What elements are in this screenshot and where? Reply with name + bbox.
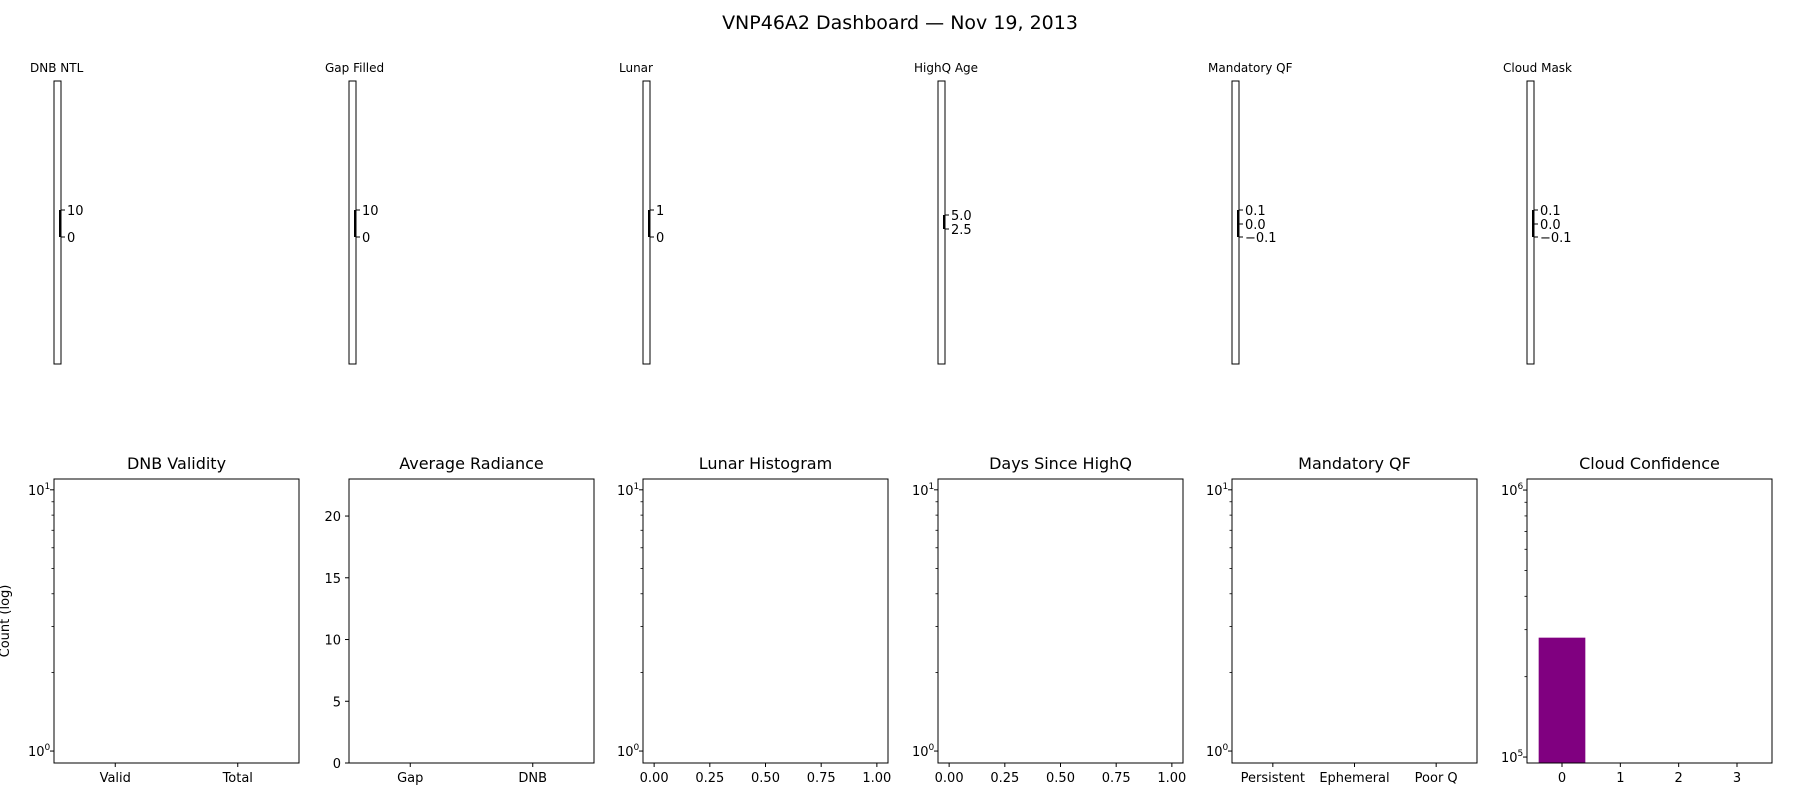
colorbar-tick-label: −0.1 bbox=[1245, 231, 1277, 246]
x-tick-label: 0.50 bbox=[1046, 771, 1075, 786]
plot-frame-3 bbox=[642, 478, 889, 764]
x-tick-label: 0.50 bbox=[751, 771, 780, 786]
y-tick-label: 101 bbox=[1206, 482, 1228, 499]
chart-title-6: Cloud Confidence bbox=[1579, 454, 1720, 473]
plot-frame-6 bbox=[1526, 478, 1773, 764]
chart-title-3: Lunar Histogram bbox=[699, 454, 832, 473]
chart-title-2: Average Radiance bbox=[399, 454, 544, 473]
y-tick-label: 100 bbox=[1206, 743, 1229, 760]
page-title: VNP46A2 Dashboard — Nov 19, 2013 bbox=[722, 12, 1078, 34]
x-tick-label: Gap bbox=[397, 771, 423, 786]
colorbar-tick-label: 2.5 bbox=[951, 223, 972, 238]
x-tick-label: 0.25 bbox=[990, 771, 1019, 786]
y-tick-label: 101 bbox=[617, 482, 639, 499]
x-tick-label: 0.75 bbox=[1102, 771, 1131, 786]
x-tick-label: Total bbox=[222, 771, 253, 786]
colorbar-tick-label: 10 bbox=[362, 204, 379, 219]
chart-title-4: Days Since HighQ bbox=[989, 454, 1132, 473]
colorbar-tick-label: 0 bbox=[67, 231, 75, 246]
colorbar-title-4: HighQ Age bbox=[914, 61, 978, 75]
colorbar-title-6: Cloud Mask bbox=[1503, 61, 1572, 75]
y-tick-label: 10 bbox=[324, 634, 341, 649]
plot-frame-1 bbox=[53, 478, 300, 764]
x-tick-label: 0.75 bbox=[807, 771, 836, 786]
colorbar-title-5: Mandatory QF bbox=[1208, 61, 1293, 75]
colorbar-tick-label: 0.0 bbox=[1245, 218, 1266, 233]
x-tick-label: 1.00 bbox=[1157, 771, 1186, 786]
x-tick-label: 0.00 bbox=[935, 771, 964, 786]
colorbar-title-3: Lunar bbox=[619, 61, 653, 75]
y-tick-label: 20 bbox=[324, 510, 341, 525]
y-tick-label: 100 bbox=[617, 743, 640, 760]
colorbar-tick-label: 5.0 bbox=[951, 209, 972, 224]
y-tick-label: 105 bbox=[1501, 749, 1523, 766]
y-tick-label: 15 bbox=[324, 572, 341, 587]
bar-0 bbox=[1538, 637, 1586, 763]
colorbar-tick-label: 0 bbox=[362, 231, 370, 246]
x-tick-label: Poor Q bbox=[1415, 771, 1458, 786]
chart-title-1: DNB Validity bbox=[127, 454, 226, 473]
x-tick-label: 1.00 bbox=[862, 771, 891, 786]
x-tick-label: 0 bbox=[1558, 771, 1566, 786]
colorbar-tick-label: −0.1 bbox=[1540, 231, 1572, 246]
x-tick-label: Valid bbox=[100, 771, 131, 786]
x-tick-label: 1 bbox=[1616, 771, 1624, 786]
y-tick-label: 106 bbox=[1501, 482, 1524, 499]
y-tick-label: 0 bbox=[333, 757, 341, 772]
plot-frame-2 bbox=[348, 478, 595, 764]
x-tick-label: 0.00 bbox=[640, 771, 669, 786]
colorbar-title-2: Gap Filled bbox=[325, 61, 384, 75]
colorbar-tick-label: 1 bbox=[656, 204, 664, 219]
x-tick-label: 2 bbox=[1675, 771, 1683, 786]
colorbar-tick-label: 0 bbox=[656, 231, 664, 246]
chart-title-5: Mandatory QF bbox=[1298, 454, 1411, 473]
colorbar-tick-label: 0.1 bbox=[1245, 204, 1266, 219]
x-tick-label: 0.25 bbox=[695, 771, 724, 786]
plot-frame-4 bbox=[937, 478, 1184, 764]
x-tick-label: Ephemeral bbox=[1319, 771, 1389, 786]
x-tick-label: 3 bbox=[1733, 771, 1741, 786]
x-tick-label: Persistent bbox=[1241, 771, 1305, 786]
colorbar-tick-label: 0.1 bbox=[1540, 204, 1561, 219]
y-tick-label: 101 bbox=[912, 482, 934, 499]
plot-frame-5 bbox=[1231, 478, 1478, 764]
y-axis-label: Count (log) bbox=[0, 585, 13, 658]
y-tick-label: 101 bbox=[28, 482, 50, 499]
colorbar-tick-label: 10 bbox=[67, 204, 84, 219]
colorbar-tick-label: 0.0 bbox=[1540, 218, 1561, 233]
y-tick-label: 100 bbox=[912, 743, 935, 760]
y-tick-label: 100 bbox=[28, 743, 51, 760]
y-tick-label: 5 bbox=[333, 695, 341, 710]
x-tick-label: DNB bbox=[518, 771, 547, 786]
colorbar-title-1: DNB NTL bbox=[30, 61, 84, 75]
